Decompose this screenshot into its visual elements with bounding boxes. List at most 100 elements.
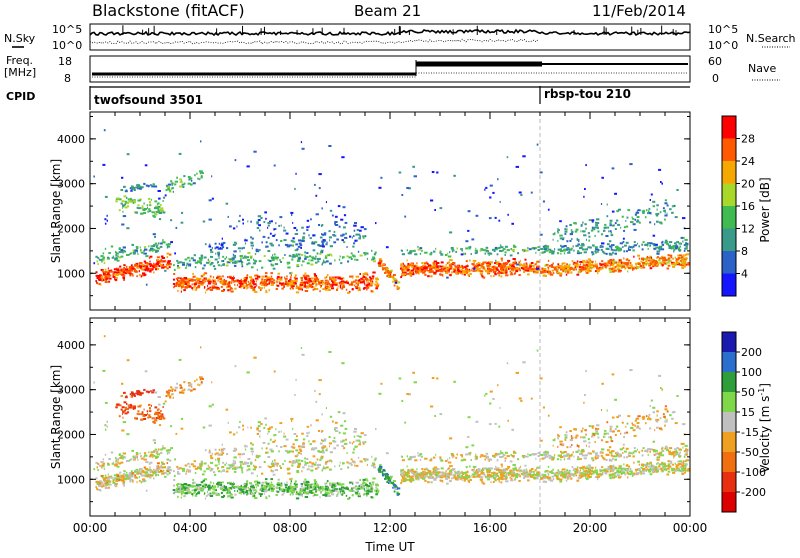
velocity-cell: [255, 484, 258, 486]
power-cell: [353, 235, 354, 237]
power-cell: [628, 267, 631, 269]
velocity-cell: [204, 493, 205, 495]
power-cell: [449, 231, 452, 233]
power-cell: [145, 164, 148, 166]
power-cell: [265, 291, 267, 293]
power-cell: [154, 186, 157, 188]
power-cell: [667, 268, 670, 270]
power-cell: [204, 264, 206, 266]
velocity-cell: [261, 484, 263, 486]
power-cell: [610, 220, 613, 222]
power-cell: [577, 261, 579, 263]
velocity-cell: [162, 416, 165, 418]
velocity-cell: [104, 468, 106, 470]
power-cell: [566, 240, 568, 242]
power-cell: [356, 276, 360, 278]
power-cell: [130, 190, 131, 192]
velocity-cell: [328, 495, 331, 497]
velocity-cell: [301, 488, 304, 490]
power-cell: [611, 268, 614, 270]
power-cell: [416, 262, 417, 264]
power-cell: [192, 273, 194, 275]
power-cell: [352, 277, 353, 279]
power-cell: [259, 287, 263, 289]
power-cell: [666, 262, 669, 264]
power-cell: [105, 223, 107, 225]
power-cell: [223, 263, 225, 265]
power-cell: [250, 221, 252, 223]
power-cell: [347, 292, 350, 294]
velocity-cell: [304, 479, 306, 481]
power-cell: [330, 286, 332, 288]
power-cell: [525, 259, 527, 261]
power-cell: [186, 265, 187, 267]
power-cell: [268, 237, 270, 239]
noise-tick-left-low: 10^0: [52, 39, 82, 52]
power-cell: [512, 249, 515, 251]
power-cell: [412, 250, 415, 252]
velocity-cell: [139, 471, 142, 473]
power-cell: [175, 181, 178, 183]
velocity-cell: [304, 457, 306, 459]
power-cell: [480, 273, 483, 275]
power-cell: [262, 241, 263, 243]
velocity-cell: [288, 486, 290, 488]
power-cell: [595, 263, 598, 265]
velocity-cell: [234, 471, 237, 473]
velocity-cell: [340, 493, 342, 495]
velocity-cell: [115, 477, 118, 479]
velocity-cell: [275, 462, 277, 464]
power-cell: [358, 284, 359, 286]
power-cell: [532, 265, 534, 267]
velocity-cell: [344, 487, 347, 489]
power-cell: [173, 279, 175, 281]
velocity-cell: [209, 489, 211, 491]
velocity-cell: [293, 443, 295, 445]
velocity-cell: [209, 450, 211, 452]
power-cell: [686, 258, 688, 260]
power-cell: [519, 269, 521, 271]
power-cell: [214, 268, 216, 270]
velocity-cell: [258, 425, 261, 427]
velocity-cell: [317, 464, 321, 466]
power-cell: [292, 254, 295, 256]
power-cell: [346, 255, 348, 257]
power-cell: [260, 289, 262, 291]
power-cell: [665, 199, 667, 201]
velocity-cell: [339, 488, 342, 490]
power-cell: [203, 221, 206, 223]
power-cell: [610, 224, 612, 226]
velocity-cell: [277, 491, 280, 493]
power-cell: [261, 276, 264, 278]
power-cell: [420, 253, 421, 255]
velocity-cell: [210, 457, 213, 459]
power-cell: [105, 269, 107, 271]
velocity-cell: [151, 391, 154, 393]
power-cell: [221, 244, 224, 246]
velocity-cell: [301, 460, 303, 462]
power-cell: [177, 290, 179, 292]
noise-tick-left-high: 10^5: [52, 23, 82, 36]
power-cell: [188, 265, 189, 267]
velocity-cell: [150, 470, 152, 472]
velocity-cell: [365, 484, 368, 486]
power-cell: [222, 282, 224, 284]
velocity-cell: [295, 484, 298, 486]
velocity-cell: [382, 471, 383, 473]
power-cell: [286, 275, 287, 277]
velocity-cell: [347, 498, 350, 500]
power-cell: [374, 284, 376, 286]
power-cell: [105, 196, 108, 198]
power-cell: [123, 267, 125, 269]
power-cell: [681, 259, 684, 261]
velocity-cell: [315, 462, 317, 464]
power-cell: [217, 252, 220, 254]
velocity-cell: [249, 482, 252, 484]
power-cell: [449, 264, 452, 266]
power-cell: [343, 206, 346, 208]
power-cell: [222, 275, 224, 277]
power-cell: [270, 233, 272, 235]
velocity-cell: [139, 394, 142, 396]
velocity-cell: [374, 490, 376, 492]
